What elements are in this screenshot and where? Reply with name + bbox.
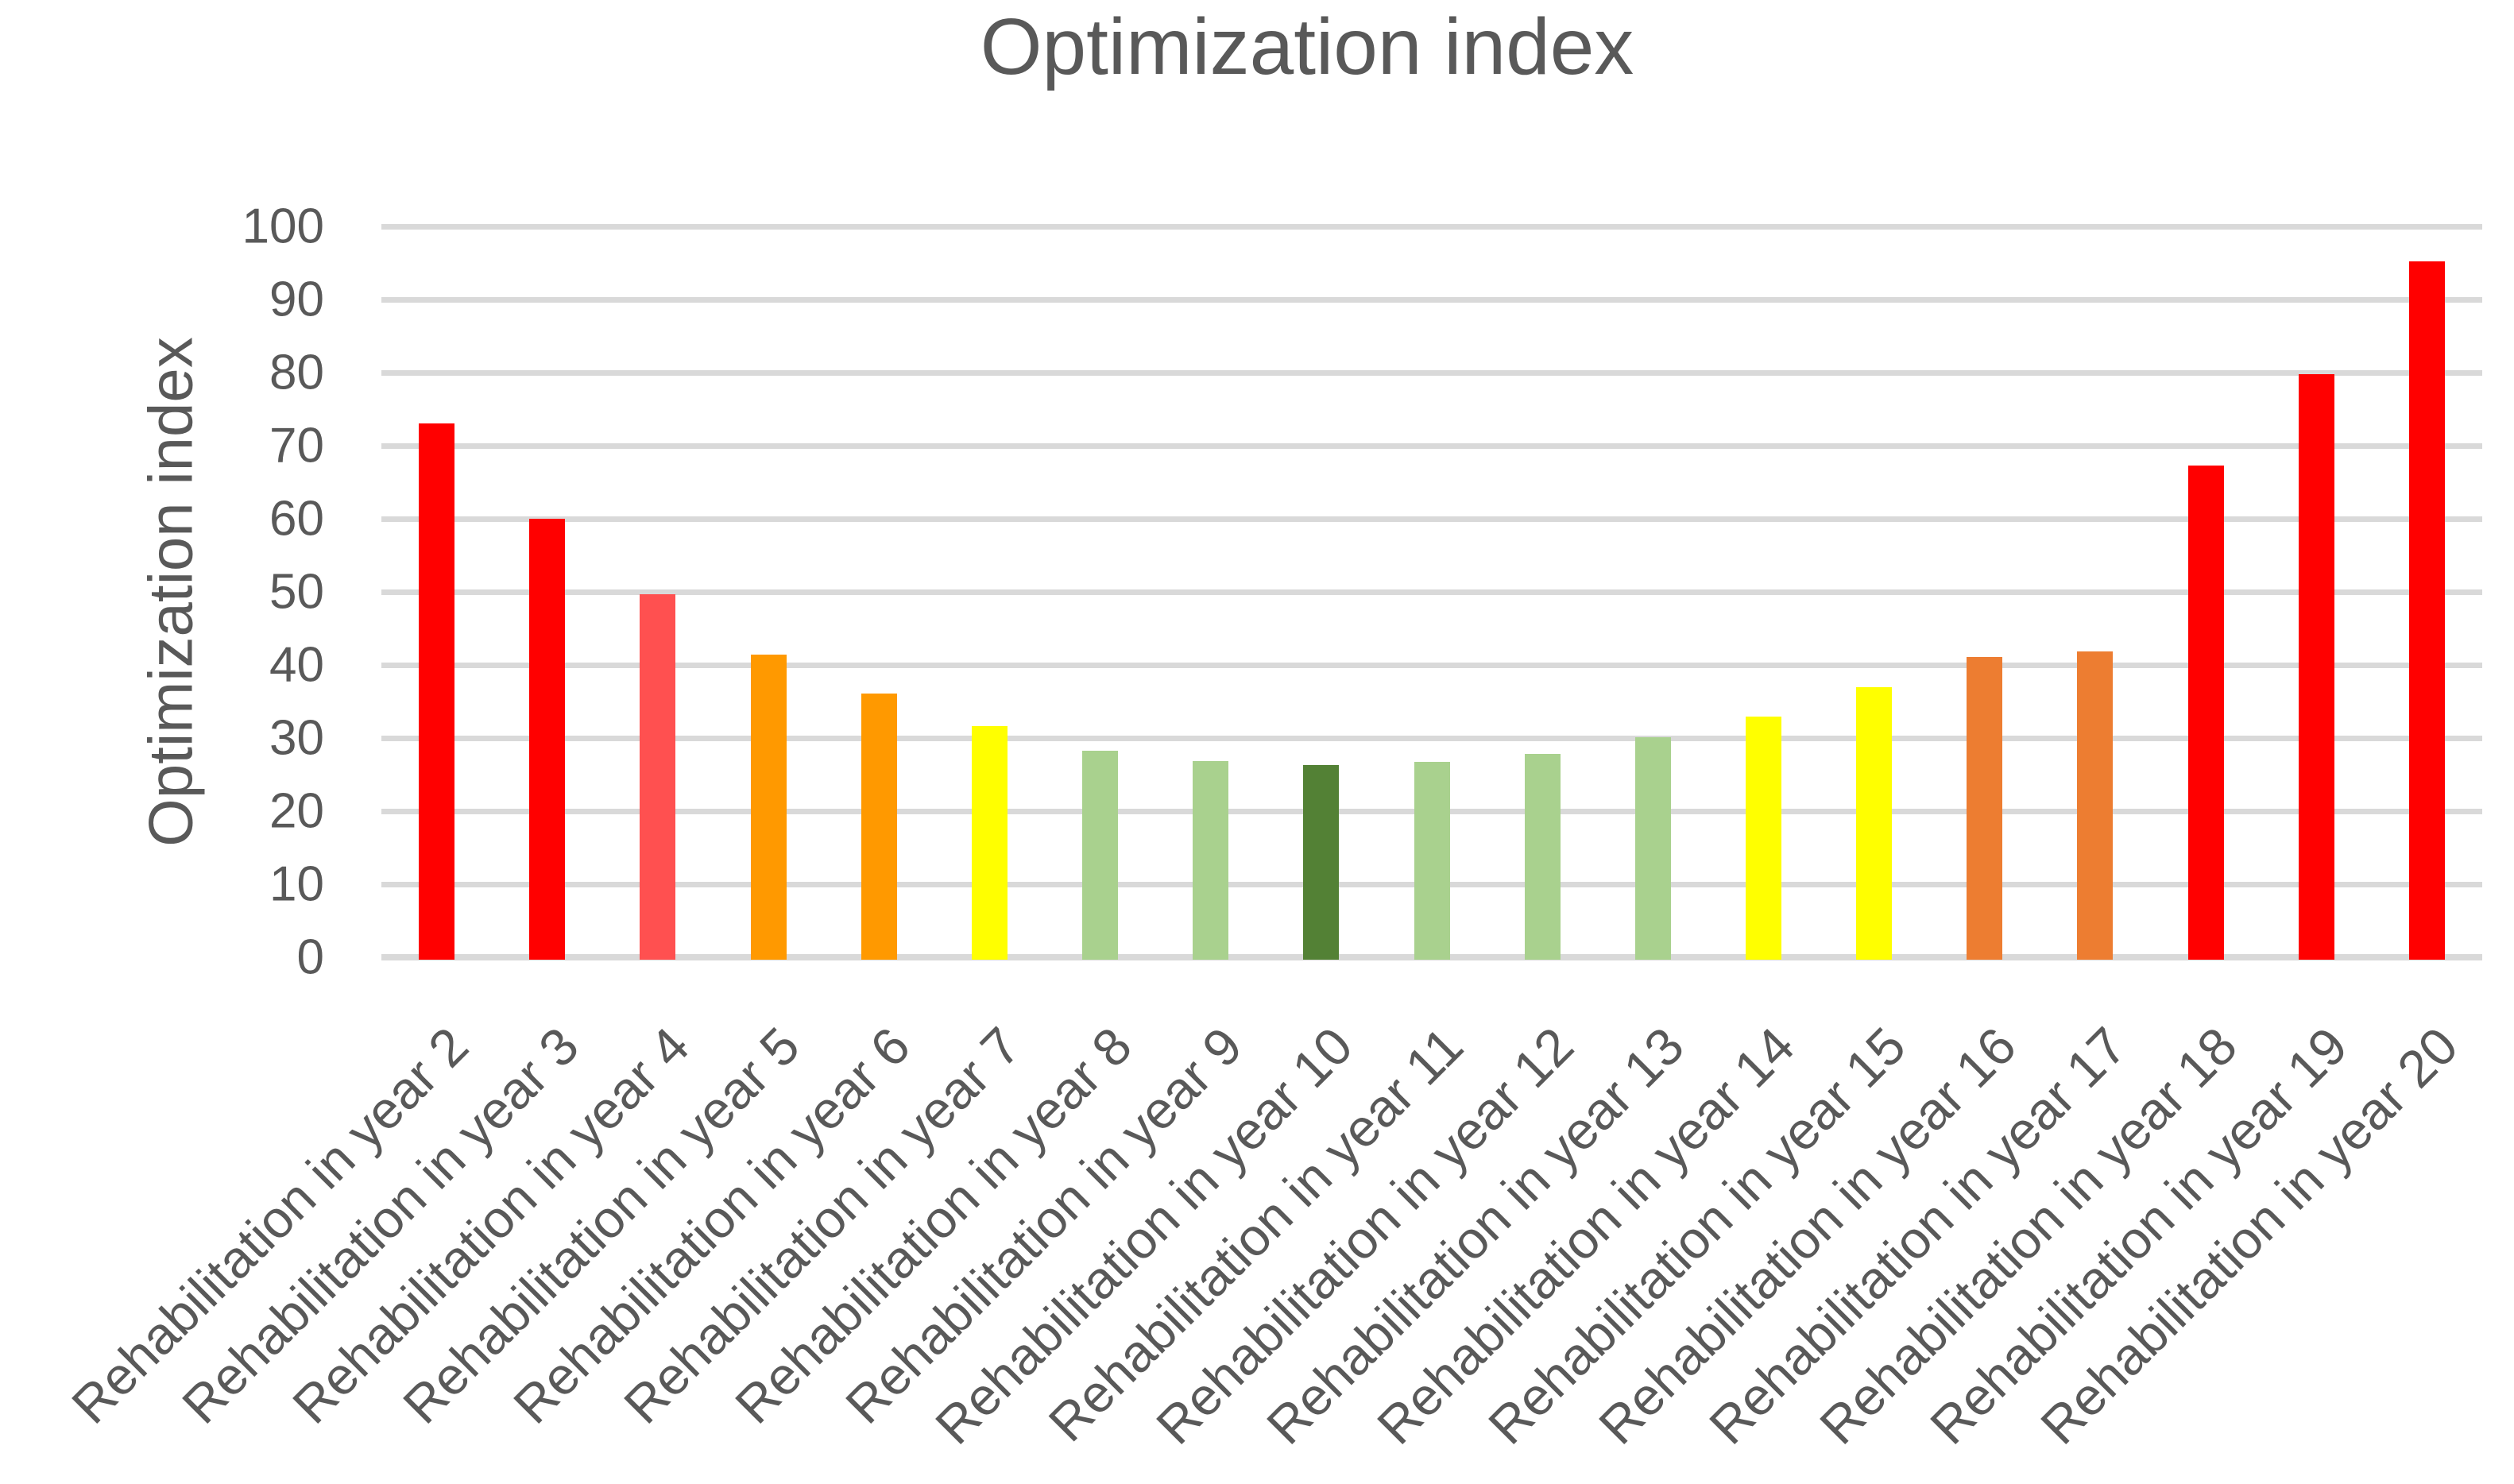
- y-tick-label-80: 80: [269, 345, 324, 400]
- y-tick-label-90: 90: [269, 272, 324, 327]
- gridline-70: [381, 443, 2482, 449]
- bar-rehabilitation-in-year-14: [1745, 717, 1781, 960]
- gridline-40: [381, 663, 2482, 668]
- bar-rehabilitation-in-year-7: [971, 726, 1008, 960]
- bar-rehabilitation-in-year-2: [419, 423, 455, 960]
- bar-rehabilitation-in-year-9: [1193, 761, 1229, 960]
- gridline-100: [381, 224, 2482, 230]
- y-tick-label-100: 100: [242, 199, 324, 254]
- gridline-80: [381, 370, 2482, 376]
- y-tick-label-40: 40: [269, 637, 324, 693]
- bar-rehabilitation-in-year-16: [1967, 656, 2003, 960]
- bar-rehabilitation-in-year-11: [1414, 762, 1450, 960]
- bar-rehabilitation-in-year-6: [861, 693, 897, 960]
- bar-rehabilitation-in-year-8: [1082, 750, 1119, 960]
- y-tick-label-50: 50: [269, 564, 324, 620]
- y-tick-label-60: 60: [269, 491, 324, 547]
- y-tick-label-10: 10: [269, 856, 324, 912]
- y-tick-label-0: 0: [296, 929, 324, 985]
- y-tick-label-30: 30: [269, 710, 324, 766]
- gridline-90: [381, 297, 2482, 303]
- bar-rehabilitation-in-year-20: [2408, 261, 2445, 960]
- gridline-60: [381, 516, 2482, 522]
- bar-rehabilitation-in-year-19: [2298, 373, 2334, 960]
- gridline-30: [381, 736, 2482, 741]
- bar-rehabilitation-in-year-17: [2077, 651, 2114, 960]
- bar-rehabilitation-in-year-12: [1524, 754, 1561, 960]
- bar-rehabilitation-in-year-5: [750, 655, 787, 960]
- bar-rehabilitation-in-year-3: [529, 519, 566, 960]
- gridline-50: [381, 589, 2482, 595]
- chart-title: Optimization index: [980, 2, 1634, 91]
- y-tick-label-70: 70: [269, 418, 324, 473]
- bar-rehabilitation-in-year-13: [1634, 737, 1671, 960]
- bar-rehabilitation-in-year-15: [1856, 686, 1893, 960]
- bar-rehabilitation-in-year-10: [1303, 765, 1340, 960]
- bar-rehabilitation-in-year-18: [2187, 465, 2224, 960]
- bar-rehabilitation-in-year-4: [640, 593, 676, 960]
- y-tick-label-20: 20: [269, 783, 324, 839]
